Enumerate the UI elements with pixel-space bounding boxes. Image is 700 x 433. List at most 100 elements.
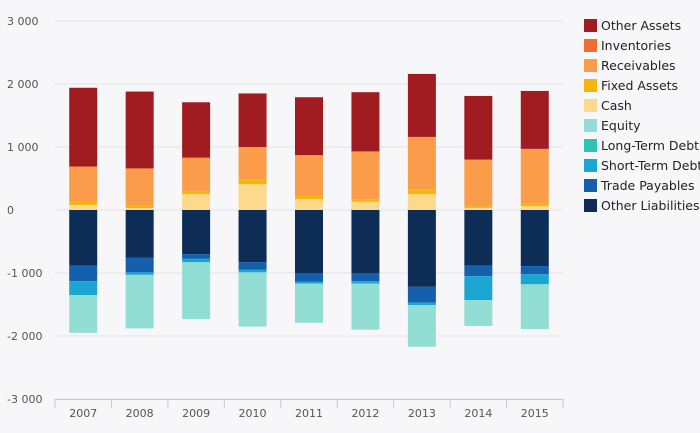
x-tick-label: 2008: [126, 407, 154, 420]
x-tick-label: 2014: [464, 407, 492, 420]
y-tick-label: -2 000: [7, 330, 42, 343]
bar-segment-other-liabilities-2009: [182, 210, 211, 255]
x-tick-label: 2012: [351, 407, 379, 420]
bar-segment-equity-2013: [407, 305, 436, 347]
bar-segment-other-assets-2013: [407, 73, 436, 137]
bar-segment-short-term-debt-2014: [464, 276, 493, 301]
bar-segment-short-term-debt-2013: [407, 302, 436, 306]
legend: Other Assets Inventories Receivables Fixed …: [584, 18, 700, 213]
bar-segment-trade-payables-2015: [520, 266, 549, 275]
bar-segment-other-liabilities-2013: [407, 210, 436, 287]
bar-segment-other-assets-2010: [238, 93, 267, 147]
legend-swatch: [584, 159, 597, 172]
bar-segment-fixed-assets-2008: [125, 205, 154, 209]
legend-item[interactable]: Equity: [584, 118, 641, 133]
bar-segment-trade-payables-2014: [464, 265, 493, 277]
legend-swatch: [584, 179, 597, 192]
bar-segment-fixed-assets-2009: [182, 191, 211, 195]
legend-label: Fixed Assets: [601, 78, 678, 93]
bar-segment-cash-2012: [351, 201, 380, 210]
bar-segment-other-assets-2007: [69, 87, 98, 167]
bar-segment-receivables-2009: [182, 157, 211, 192]
x-tick-label: 2013: [408, 407, 436, 420]
bar-segment-trade-payables-2010: [238, 262, 267, 270]
legend-item[interactable]: Inventories: [584, 38, 671, 53]
bar-segment-fixed-assets-2007: [69, 201, 98, 205]
bar-segment-short-term-debt-2012: [351, 281, 380, 284]
bar-segment-other-liabilities-2008: [125, 210, 154, 258]
bar-segment-cash-2011: [295, 199, 323, 210]
bar-segment-equity-2007: [69, 295, 98, 333]
bar-segment-short-term-debt-2007: [69, 281, 98, 296]
bar-segment-equity-2015: [520, 284, 549, 330]
bar-segment-short-term-debt-2011: [295, 281, 323, 284]
bar-segment-other-liabilities-2010: [238, 210, 267, 263]
bar-segment-equity-2009: [182, 262, 211, 319]
legend-swatch: [584, 119, 597, 132]
bars: [69, 73, 549, 347]
y-tick-label: 1 000: [7, 141, 39, 154]
legend-item[interactable]: Fixed Assets: [584, 78, 678, 93]
bar-segment-cash-2008: [125, 208, 154, 210]
bar-segment-receivables-2015: [520, 148, 549, 204]
x-tick-label: 2015: [521, 407, 549, 420]
bar-segment-receivables-2007: [69, 166, 98, 202]
bar-segment-short-term-debt-2015: [520, 274, 549, 285]
bar-segment-equity-2012: [351, 283, 380, 330]
bar-segment-other-assets-2008: [125, 91, 154, 169]
bar-segment-other-liabilities-2007: [69, 210, 98, 266]
bar-segment-other-liabilities-2015: [520, 210, 549, 267]
legend-label: Cash: [601, 98, 632, 113]
bar-segment-other-liabilities-2014: [464, 210, 493, 266]
bar-segment-trade-payables-2012: [351, 273, 380, 282]
bar-segment-receivables-2008: [125, 168, 154, 206]
legend-label: Equity: [601, 118, 641, 133]
bar-segment-receivables-2012: [351, 151, 380, 200]
legend-swatch: [584, 139, 597, 152]
bar-segment-equity-2014: [464, 300, 493, 326]
legend-swatch: [584, 39, 597, 52]
legend-item[interactable]: Other Assets: [584, 18, 681, 33]
legend-label: Trade Payables: [600, 178, 695, 193]
bar-segment-trade-payables-2013: [407, 286, 436, 303]
bar-segment-other-assets-2011: [295, 97, 323, 156]
bar-segment-short-term-debt-2008: [125, 272, 154, 275]
legend-item[interactable]: Short-Term Debt: [584, 158, 700, 173]
bar-segment-cash-2015: [520, 206, 549, 210]
bar-segment-fixed-assets-2015: [520, 203, 549, 207]
x-tick-label: 2009: [182, 407, 210, 420]
legend-item[interactable]: Cash: [584, 98, 632, 113]
bar-segment-other-assets-2015: [520, 90, 549, 149]
legend-label: Inventories: [601, 38, 671, 53]
bar-segment-other-liabilities-2011: [295, 210, 323, 273]
bar-segment-other-assets-2012: [351, 92, 380, 152]
legend-swatch: [584, 59, 597, 72]
bar-segment-receivables-2013: [407, 136, 436, 190]
bar-segment-other-liabilities-2012: [351, 210, 380, 273]
bar-segment-cash-2007: [69, 204, 98, 210]
legend-label: Other Liabilities: [601, 198, 700, 213]
legend-item[interactable]: Receivables: [584, 58, 676, 73]
bar-segment-short-term-debt-2009: [182, 258, 211, 263]
x-tick-label: 2010: [239, 407, 267, 420]
bar-segment-fixed-assets-2011: [295, 195, 323, 200]
legend-label: Other Assets: [601, 18, 681, 33]
bar-segment-receivables-2011: [295, 155, 323, 196]
bar-segment-short-term-debt-2010: [238, 269, 267, 273]
legend-item[interactable]: Trade Payables: [584, 178, 695, 193]
bar-segment-equity-2011: [295, 283, 323, 323]
bar-segment-trade-payables-2011: [295, 273, 323, 282]
bar-segment-cash-2010: [238, 184, 267, 210]
legend-swatch: [584, 19, 597, 32]
bar-segment-receivables-2014: [464, 159, 493, 207]
legend-label: Long-Term Debt: [601, 138, 699, 153]
y-tick-label: 0: [7, 204, 14, 217]
bar-segment-fixed-assets-2012: [351, 199, 380, 202]
legend-item[interactable]: Long-Term Debt: [584, 138, 699, 153]
legend-item[interactable]: Other Liabilities: [584, 198, 700, 213]
y-tick-label: -1 000: [7, 267, 42, 280]
bar-segment-equity-2008: [125, 274, 154, 329]
y-tick-label: -3 000: [7, 393, 42, 406]
bar-segment-other-assets-2009: [182, 102, 211, 158]
